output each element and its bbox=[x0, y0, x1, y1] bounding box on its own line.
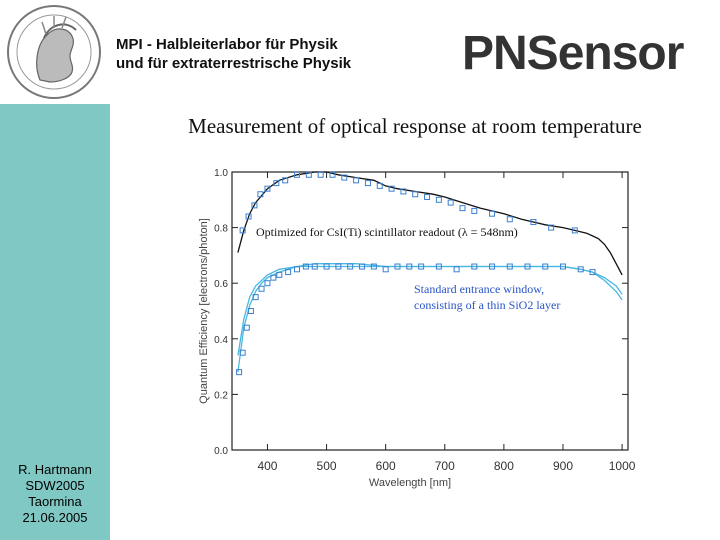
series-1-point bbox=[447, 199, 454, 206]
series-1-point bbox=[329, 171, 336, 178]
author-date: 21.06.2005 bbox=[22, 510, 88, 525]
author-name: R. Hartmann bbox=[18, 462, 92, 477]
series-4-point bbox=[294, 266, 301, 273]
series-1-point bbox=[400, 188, 407, 195]
series-1-point bbox=[257, 191, 264, 198]
x-tick-label: 900 bbox=[553, 459, 573, 473]
series-1-point bbox=[251, 202, 258, 209]
series-4-point bbox=[323, 263, 330, 270]
slide-title: Measurement of optical response at room … bbox=[188, 114, 642, 138]
y-tick-label: 1.0 bbox=[214, 168, 228, 179]
series-4-point bbox=[471, 263, 478, 270]
series-4-point bbox=[276, 271, 283, 278]
series-1-point bbox=[353, 177, 360, 184]
series-1-point bbox=[273, 180, 280, 187]
series-4-point bbox=[243, 324, 250, 331]
series-1-point bbox=[305, 171, 312, 178]
minerva-seal-icon bbox=[7, 5, 101, 99]
y-tick-label: 0.4 bbox=[214, 335, 228, 346]
series-1-point bbox=[506, 216, 513, 223]
brand-text: PNSensor bbox=[462, 27, 684, 80]
series-4-point bbox=[347, 263, 354, 270]
series-4-point bbox=[370, 263, 377, 270]
series-1-point bbox=[376, 182, 383, 189]
series-1-point bbox=[530, 219, 537, 226]
series-1-point bbox=[264, 185, 271, 192]
series-4-point bbox=[453, 266, 460, 273]
series-4-point bbox=[311, 263, 318, 270]
series-1-point bbox=[424, 194, 431, 201]
institute-line-1: MPI - Halbleiterlabor für Physik bbox=[116, 36, 338, 53]
series-4-point bbox=[524, 263, 531, 270]
y-axis-label: Quantum Efficiency [electrons/photon] bbox=[198, 218, 210, 404]
series-4-point bbox=[406, 263, 413, 270]
x-tick-label: 500 bbox=[317, 459, 337, 473]
institute-line-2: und für extraterrestrische Physik bbox=[116, 55, 352, 72]
series-4-point bbox=[247, 308, 254, 314]
series-1-point bbox=[548, 224, 555, 231]
series-4-point bbox=[335, 263, 342, 270]
series-1-point bbox=[571, 227, 578, 234]
series-4-point bbox=[542, 263, 549, 270]
series-1-point bbox=[489, 210, 496, 217]
annotation-sio2-layer: consisting of a thin SiO2 layer bbox=[414, 298, 560, 312]
series-1-point bbox=[317, 171, 324, 178]
series-4-point bbox=[418, 263, 425, 270]
y-tick-label: 0.8 bbox=[214, 224, 228, 235]
series-4-point bbox=[270, 274, 277, 281]
plot-frame bbox=[231, 171, 629, 451]
series-1-point bbox=[412, 191, 419, 198]
series-1-point bbox=[459, 205, 466, 212]
series-1-point bbox=[282, 177, 289, 184]
pnsensor-logo: PNSensor bbox=[462, 26, 684, 81]
series-1-point bbox=[364, 180, 371, 187]
annotation-optimized: Optimized for CsI(Ti) scintillator reado… bbox=[256, 225, 518, 239]
series-1-point bbox=[435, 196, 442, 203]
minerva-logo bbox=[0, 0, 110, 104]
series-4-point bbox=[264, 280, 271, 287]
series-4-point bbox=[489, 263, 496, 270]
y-tick-label: 0.6 bbox=[214, 279, 228, 290]
series-4-point bbox=[577, 266, 584, 273]
series-4-point bbox=[302, 263, 309, 270]
author-place: Taormina bbox=[28, 494, 82, 509]
series-4-point bbox=[382, 266, 389, 273]
x-tick-label: 600 bbox=[376, 459, 396, 473]
x-tick-label: 1000 bbox=[609, 459, 636, 473]
series-4-point bbox=[258, 285, 265, 292]
author-event: SDW2005 bbox=[25, 478, 85, 493]
series-4-point bbox=[236, 369, 243, 376]
x-axis-label: Wavelength [nm] bbox=[369, 477, 451, 489]
annotation-standard-window: Standard entrance window, bbox=[414, 282, 544, 296]
series-4-point bbox=[359, 263, 366, 270]
series-4-point bbox=[506, 263, 513, 270]
x-tick-label: 700 bbox=[435, 459, 455, 473]
series-1-point bbox=[239, 227, 246, 234]
x-tick-label: 800 bbox=[494, 459, 514, 473]
x-tick-label: 400 bbox=[257, 459, 277, 473]
series-1-point bbox=[245, 213, 252, 220]
series-4-point bbox=[252, 294, 259, 301]
author-block: R. Hartmann SDW2005 Taormina 21.06.2005 bbox=[0, 462, 110, 526]
y-tick-label: 0.0 bbox=[214, 446, 228, 457]
series-1-point bbox=[471, 207, 478, 214]
series-4-point bbox=[394, 263, 401, 270]
series-1-point bbox=[294, 171, 301, 178]
series-1-point bbox=[341, 174, 348, 181]
series-4-point bbox=[239, 349, 246, 356]
series-4-point bbox=[559, 263, 566, 270]
y-tick-label: 0.2 bbox=[214, 390, 228, 401]
series-1-point bbox=[388, 185, 395, 192]
series-4-point bbox=[589, 269, 596, 276]
series-4-point bbox=[285, 269, 292, 276]
series-4-point bbox=[435, 263, 442, 270]
